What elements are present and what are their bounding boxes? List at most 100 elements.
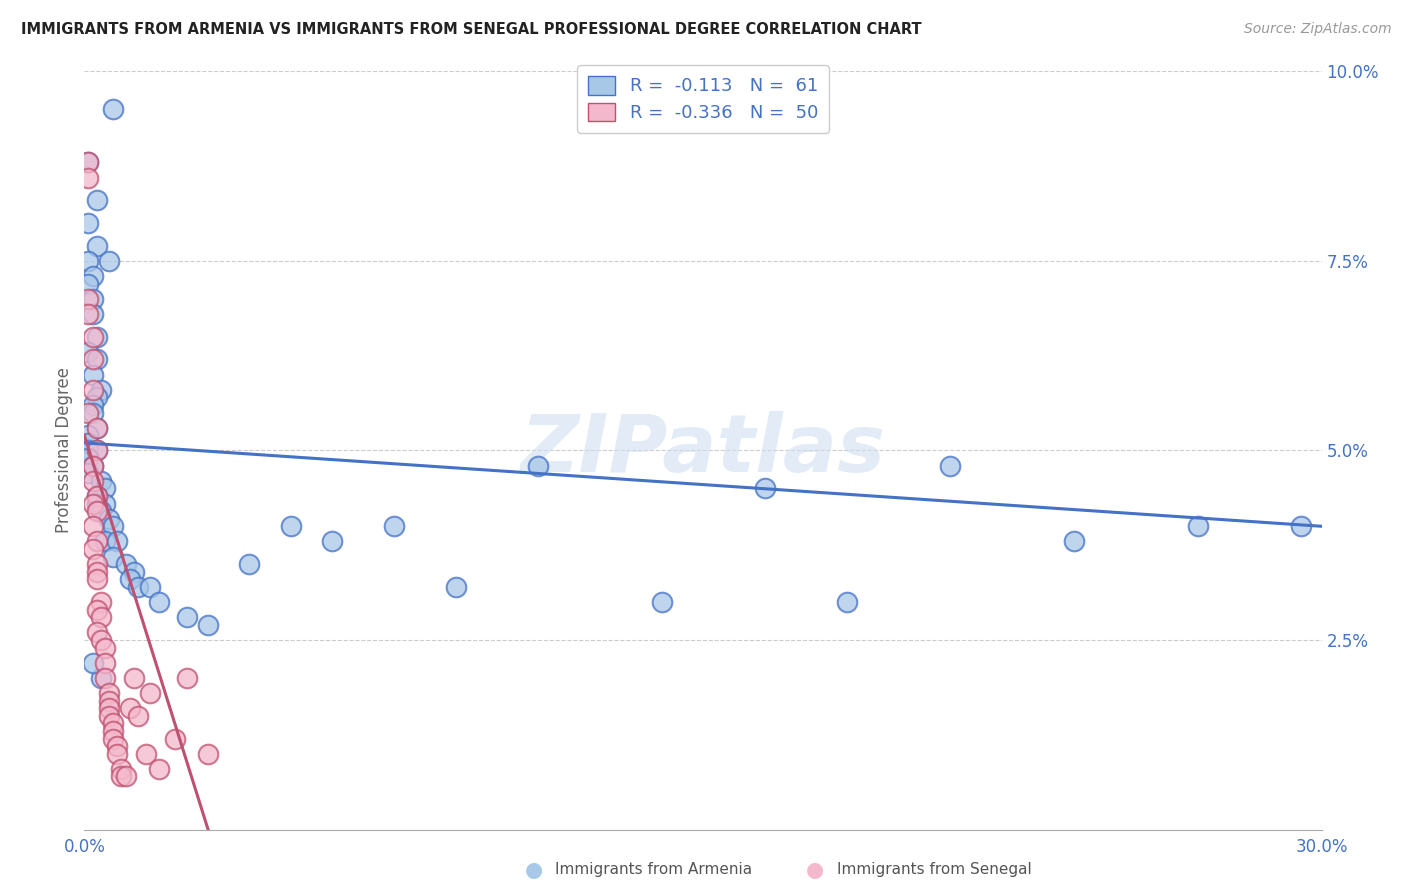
Point (197, 747, 219, 761)
Y-axis label: Professional Degree: Professional Degree (55, 368, 73, 533)
Point (176, 671, 198, 685)
Point (82, 497, 104, 511)
Point (86, 443, 108, 458)
Point (98, 254, 121, 268)
Text: Immigrants from Armenia: Immigrants from Armenia (555, 863, 752, 877)
Point (118, 573, 141, 587)
Point (527, 458, 550, 473)
Point (86, 557, 108, 572)
Point (77, 277, 100, 291)
Point (86, 443, 108, 458)
Point (110, 769, 132, 784)
Point (86, 391, 108, 405)
Point (837, 595, 859, 609)
Point (82, 368, 104, 382)
Point (82, 330, 104, 344)
Point (86, 504, 108, 518)
Point (94, 482, 117, 496)
Point (1187, 519, 1209, 533)
Point (77, 254, 100, 268)
Point (148, 595, 170, 609)
Point (82, 458, 104, 473)
Point (118, 701, 141, 715)
Point (77, 155, 100, 169)
Point (176, 610, 198, 624)
Point (86, 421, 108, 435)
Point (90, 383, 112, 397)
Point (939, 458, 962, 473)
Point (382, 519, 405, 533)
Point (82, 292, 104, 306)
Point (82, 656, 104, 670)
Point (127, 708, 149, 723)
Point (77, 170, 100, 185)
Point (86, 421, 108, 435)
Text: Source: ZipAtlas.com: Source: ZipAtlas.com (1244, 22, 1392, 37)
Point (94, 671, 117, 685)
Point (321, 534, 343, 549)
Point (90, 671, 112, 685)
Point (86, 534, 108, 549)
Text: Immigrants from Senegal: Immigrants from Senegal (837, 863, 1032, 877)
Point (86, 239, 108, 253)
Point (86, 497, 108, 511)
Point (94, 497, 117, 511)
Point (82, 474, 104, 488)
Point (105, 534, 128, 549)
Point (651, 595, 673, 609)
Point (139, 580, 162, 594)
Point (110, 762, 132, 776)
Point (98, 701, 121, 715)
Point (86, 194, 108, 208)
Point (94, 656, 117, 670)
Point (77, 451, 100, 466)
Point (86, 489, 108, 503)
Point (77, 428, 100, 442)
Point (444, 580, 467, 594)
Point (82, 383, 104, 397)
Point (90, 474, 112, 488)
Point (98, 686, 121, 700)
Point (82, 269, 104, 284)
Point (82, 542, 104, 557)
Text: ZIPatlas: ZIPatlas (520, 411, 886, 490)
Point (86, 565, 108, 579)
Text: IMMIGRANTS FROM ARMENIA VS IMMIGRANTS FROM SENEGAL PROFESSIONAL DEGREE CORRELATI: IMMIGRANTS FROM ARMENIA VS IMMIGRANTS FR… (21, 22, 922, 37)
Point (122, 671, 145, 685)
Point (105, 739, 128, 753)
Point (103, 549, 125, 564)
Point (1289, 519, 1312, 533)
Point (86, 625, 108, 640)
Point (77, 307, 100, 321)
Point (90, 633, 112, 648)
Point (148, 762, 170, 776)
Point (197, 618, 219, 632)
Point (90, 610, 112, 624)
Point (238, 557, 260, 572)
Point (86, 603, 108, 617)
Point (98, 694, 121, 708)
Point (103, 716, 125, 731)
Point (77, 292, 100, 306)
Point (86, 352, 108, 367)
Point (86, 489, 108, 503)
Point (103, 519, 125, 533)
Point (122, 565, 145, 579)
Point (105, 747, 128, 761)
Point (139, 686, 162, 700)
Point (98, 512, 121, 526)
Point (135, 747, 157, 761)
Point (82, 352, 104, 367)
Point (754, 482, 776, 496)
Point (77, 467, 100, 481)
Point (86, 330, 108, 344)
Legend: R =  -0.113   N =  61, R =  -0.336   N =  50: R = -0.113 N = 61, R = -0.336 N = 50 (578, 65, 828, 133)
Text: ●: ● (526, 860, 543, 880)
Point (90, 504, 112, 518)
Point (114, 769, 136, 784)
Point (82, 398, 104, 412)
Point (1063, 534, 1085, 549)
Point (77, 436, 100, 450)
Point (90, 595, 112, 609)
Point (82, 458, 104, 473)
